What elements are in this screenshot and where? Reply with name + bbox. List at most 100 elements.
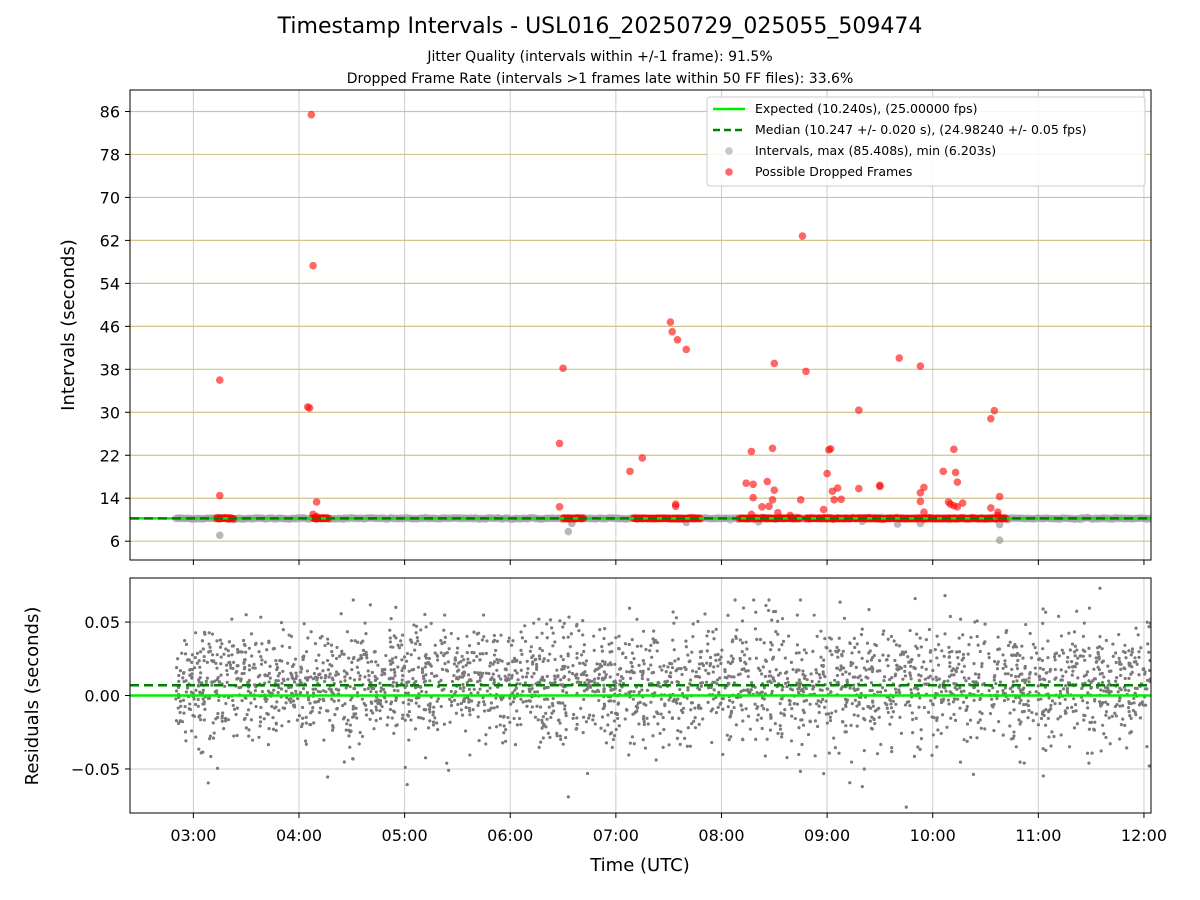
residual-point: [614, 681, 618, 685]
residual-point: [871, 704, 875, 708]
residual-point: [253, 642, 258, 647]
residual-point: [706, 686, 711, 690]
residual-point: [254, 704, 258, 709]
residual-point: [1058, 689, 1062, 693]
residual-point: [213, 679, 217, 683]
residual-point: [400, 716, 405, 721]
residual-point: [495, 639, 499, 643]
residual-point: [765, 708, 769, 712]
residual-point: [723, 686, 727, 690]
residual-point: [952, 673, 956, 677]
residual-point: [711, 680, 715, 685]
residual-point: [593, 690, 597, 694]
residual-point: [685, 696, 689, 700]
residual-point: [788, 702, 792, 707]
residual-point: [407, 702, 411, 706]
residual-point: [1053, 701, 1057, 706]
residual-point: [318, 636, 322, 640]
residual-point: [378, 709, 382, 713]
residual-point: [506, 662, 510, 666]
residual-point: [259, 720, 263, 724]
residual-point: [506, 715, 510, 720]
residual-point: [488, 664, 492, 668]
residual-point: [789, 660, 794, 664]
residual-point: [627, 642, 631, 647]
residual-point: [820, 663, 824, 668]
residual-point: [871, 700, 875, 704]
residual-point: [575, 622, 579, 627]
residual-point: [547, 705, 551, 709]
residual-point: [726, 681, 730, 685]
residual-point: [471, 708, 475, 712]
residual-point: [1026, 699, 1030, 703]
residual-point: [1086, 691, 1090, 695]
residual-point: [675, 736, 680, 740]
residual-point: [388, 707, 393, 712]
residual-point: [759, 716, 763, 720]
residual-point: [1082, 621, 1086, 625]
residual-point: [360, 697, 364, 701]
residual-point: [220, 719, 224, 723]
residual-point: [852, 636, 856, 640]
residual-point: [1064, 683, 1068, 688]
residual-point: [1107, 716, 1111, 720]
residual-point: [302, 622, 306, 626]
residual-point: [216, 675, 220, 680]
residual-point: [662, 664, 666, 668]
residual-point: [271, 727, 276, 731]
residual-point: [313, 642, 318, 646]
residual-point: [1065, 660, 1069, 664]
residual-point: [337, 698, 341, 703]
residual-point: [903, 664, 907, 668]
residual-point: [498, 658, 502, 662]
residual-point: [855, 724, 859, 728]
residual-point: [1111, 654, 1115, 658]
residual-point: [1034, 672, 1038, 676]
residual-point: [1034, 690, 1038, 694]
residual-point: [1093, 697, 1097, 702]
residual-point: [742, 667, 746, 671]
residual-point: [484, 651, 488, 656]
residual-point: [388, 640, 393, 644]
residual-point: [705, 634, 709, 638]
residual-point: [331, 725, 335, 730]
residual-point: [1119, 722, 1124, 727]
residual-point: [600, 645, 604, 649]
residual-point: [478, 678, 482, 683]
residual-point: [628, 676, 633, 681]
residual-point: [367, 678, 371, 682]
residual-point: [1018, 722, 1022, 726]
residual-point: [646, 677, 650, 682]
residual-point: [817, 680, 821, 684]
residual-point: [829, 690, 833, 694]
x-tick-label: 12:00: [1121, 826, 1167, 845]
residual-point: [275, 700, 279, 704]
residual-point: [649, 700, 653, 704]
residual-point: [271, 647, 275, 651]
residual-point: [645, 716, 649, 720]
residual-point: [280, 644, 284, 648]
residual-point: [597, 672, 601, 676]
residual-point: [428, 662, 432, 666]
residual-point: [717, 690, 721, 694]
residual-point: [844, 670, 848, 674]
residual-point: [771, 657, 775, 661]
residual-point: [760, 726, 764, 731]
residual-point: [836, 680, 840, 684]
residual-point: [1039, 716, 1044, 721]
residual-point: [597, 666, 601, 670]
residual-point: [943, 594, 947, 598]
residual-point: [550, 626, 554, 630]
residual-point: [1118, 696, 1122, 700]
residual-point: [401, 713, 405, 717]
residual-point: [395, 681, 399, 685]
residual-point: [305, 669, 309, 673]
residual-point: [403, 691, 408, 695]
residual-point: [431, 713, 435, 717]
residual-point: [767, 598, 771, 602]
residual-point: [432, 705, 436, 709]
residual-point: [235, 706, 239, 710]
residual-point: [783, 681, 788, 686]
residual-point: [207, 642, 211, 646]
residual-point: [358, 730, 362, 735]
